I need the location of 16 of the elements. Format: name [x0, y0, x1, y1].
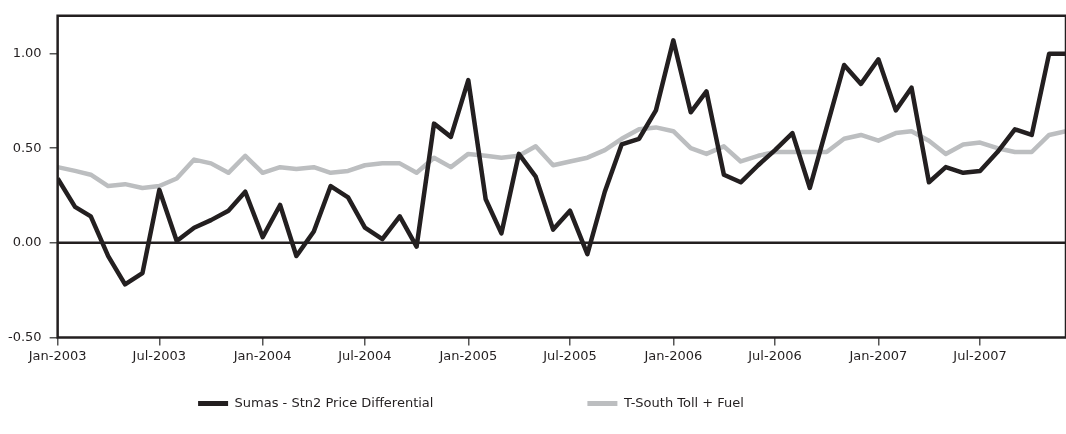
x-tick-label: Jan-2005	[438, 347, 498, 363]
y-tick-label: 0.50	[12, 139, 42, 155]
legend-label: T-South Toll + Fuel	[622, 394, 868, 410]
x-tick-label: Jul-2006	[747, 347, 802, 363]
x-tick-label: Jan-2007	[848, 347, 908, 363]
x-tick-label: Jan-2006	[643, 347, 703, 363]
x-tick-label: Jul-2007	[952, 347, 1007, 363]
x-tick-label: Jul-2005	[542, 347, 597, 363]
x-tick-label: Jul-2003	[131, 347, 187, 363]
y-tick-label: 0.00	[12, 234, 42, 250]
legend-label: Sumas - Stn2 Price Differential	[234, 394, 558, 410]
y-tick-label: -0.50	[8, 328, 42, 344]
x-tick-label: Jan-2003	[27, 347, 87, 363]
x-tick-label: Jan-2004	[232, 347, 292, 363]
y-tick-label: 1.00	[12, 45, 42, 61]
x-tick-label: Jul-2004	[337, 347, 392, 363]
